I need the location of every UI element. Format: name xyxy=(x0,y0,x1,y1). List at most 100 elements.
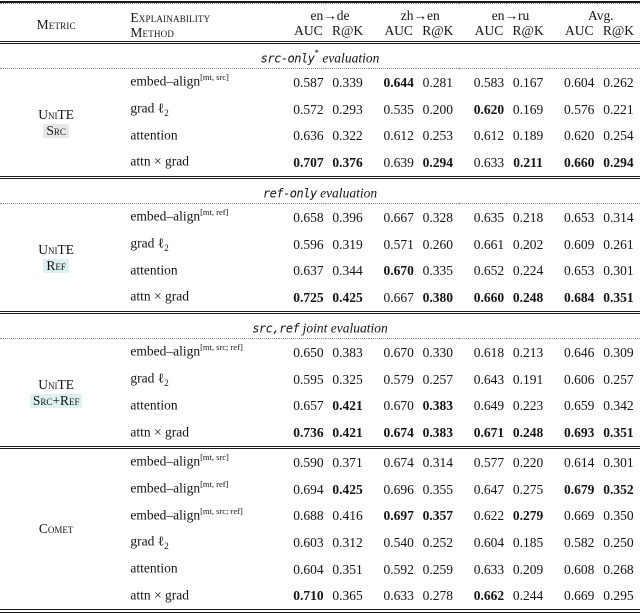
value-cell: 0.202 xyxy=(512,236,544,252)
value-cell: 0.576 xyxy=(564,101,595,117)
section-banner-rest: joint evaluation xyxy=(299,320,388,336)
value-cell: 0.697 xyxy=(383,508,414,524)
method-subscript: 2 xyxy=(164,243,169,254)
value-cell: 0.250 xyxy=(603,534,634,550)
value-cell: 0.275 xyxy=(512,481,544,497)
method-cell: embed–align[mt, src] xyxy=(112,69,279,96)
value-cell: 0.301 xyxy=(603,263,634,279)
value-cell: 0.693 xyxy=(564,425,595,441)
value-cell: 0.223 xyxy=(512,398,544,414)
value-cell: 0.635 xyxy=(473,210,505,225)
section-banner-rest: evaluation xyxy=(318,50,380,66)
value-cell: 0.649 xyxy=(473,398,505,414)
value-cell: 0.380 xyxy=(422,290,454,306)
value-cell: 0.662 xyxy=(473,588,505,604)
method-cell: attention xyxy=(112,556,279,583)
value-cell: 0.604 xyxy=(473,534,505,550)
table-row: UniTE Ref embed–align[mt, ref] 0.658 0.3… xyxy=(0,204,640,273)
value-cell: 0.604 xyxy=(564,74,595,90)
method-cell: grad ℓ2 xyxy=(112,366,279,393)
value-cell: 0.595 xyxy=(293,371,324,387)
method-cell: embed–align[mt, src; ref] xyxy=(112,503,279,530)
method-cell: embed–align[mt, src; ref] xyxy=(112,339,279,366)
method-cell: grad ℓ2 xyxy=(112,529,279,556)
value-cell: 0.254 xyxy=(603,128,634,144)
col-header-metric: Metric xyxy=(0,3,113,44)
col-header-rk: R@K xyxy=(596,23,640,44)
section-banner: src-only* evaluation xyxy=(0,42,640,70)
value-cell: 0.658 xyxy=(293,210,324,225)
value-cell: 0.694 xyxy=(293,481,324,497)
col-header-auc: AUC xyxy=(549,23,597,44)
metric-cell: UniTE Ref xyxy=(0,204,112,313)
value-cell: 0.342 xyxy=(603,398,634,414)
method-subscript: 2 xyxy=(164,378,169,389)
value-cell: 0.278 xyxy=(422,588,454,604)
value-cell: 0.643 xyxy=(473,371,505,387)
value-cell: 0.646 xyxy=(564,345,595,361)
method-name: embed–align xyxy=(130,507,201,523)
method-cell: attn × grad xyxy=(112,284,279,312)
col-header-auc: AUC xyxy=(459,23,507,44)
value-cell: 0.710 xyxy=(293,588,324,604)
method-superscript: [mt, ref] xyxy=(200,207,229,218)
section-banner: src,ref joint evaluation xyxy=(0,312,640,340)
method-name: attention xyxy=(130,397,178,413)
method-cell: attention xyxy=(112,393,279,420)
value-cell: 0.218 xyxy=(512,210,544,225)
value-cell: 0.221 xyxy=(603,101,634,117)
value-cell: 0.582 xyxy=(564,534,595,550)
value-cell: 0.679 xyxy=(564,481,595,497)
value-cell: 0.257 xyxy=(422,371,454,387)
value-cell: 0.262 xyxy=(603,74,634,90)
method-name: embed–align xyxy=(130,73,201,89)
value-cell: 0.248 xyxy=(512,425,544,441)
value-cell: 0.661 xyxy=(473,236,505,252)
value-cell: 0.622 xyxy=(473,508,505,524)
col-header-method: Explainability Method xyxy=(112,3,279,44)
table-row: attn × grad 0.725 0.425 0.667 0.380 0.66… xyxy=(0,284,640,312)
method-name: attention xyxy=(130,262,178,278)
value-cell: 0.350 xyxy=(603,508,634,524)
table-row: UniTE Src+Ref embed–align[mt, src; ref] … xyxy=(0,339,640,408)
metric-name: Comet xyxy=(38,521,74,537)
col-header-auc: AUC xyxy=(278,23,326,44)
value-cell: 0.314 xyxy=(603,210,634,225)
value-cell: 0.169 xyxy=(512,101,544,117)
method-name: embed–align xyxy=(130,480,201,496)
method-superscript: [mt, src] xyxy=(200,72,229,83)
col-header-rk: R@K xyxy=(325,23,370,44)
section-src-ref-joint: src,ref joint evaluation UniTE Src+Ref e… xyxy=(0,312,640,448)
section-src-only: src-only* evaluation UniTE Src embed–ali… xyxy=(0,42,640,178)
value-cell: 0.421 xyxy=(332,425,363,441)
value-cell: 0.339 xyxy=(332,74,363,90)
value-cell: 0.696 xyxy=(383,481,414,497)
method-cell: grad ℓ2 xyxy=(112,231,279,258)
value-cell: 0.189 xyxy=(512,128,544,144)
value-cell: 0.608 xyxy=(564,561,595,577)
value-cell: 0.425 xyxy=(332,481,363,497)
value-cell: 0.660 xyxy=(473,290,505,306)
value-cell: 0.416 xyxy=(332,508,363,524)
value-cell: 0.637 xyxy=(293,263,324,279)
table-row: attention 0.637 0.344 0.670 0.335 0.652 … xyxy=(0,258,640,285)
method-superscript: [mt, src; ref] xyxy=(200,505,243,516)
value-cell: 0.612 xyxy=(473,128,505,144)
value-cell: 0.351 xyxy=(332,561,363,577)
method-name: grad ℓ xyxy=(130,370,165,386)
value-cell: 0.670 xyxy=(383,398,414,414)
value-cell: 0.736 xyxy=(293,425,324,441)
method-superscript: [mt, src] xyxy=(200,452,229,463)
value-cell: 0.659 xyxy=(564,398,595,414)
value-cell: 0.220 xyxy=(512,454,544,470)
table-row: Comet embed–align[mt, src] 0.590 0.371 0… xyxy=(0,448,640,536)
value-cell: 0.268 xyxy=(603,561,634,577)
value-cell: 0.633 xyxy=(473,561,505,577)
value-cell: 0.185 xyxy=(512,534,544,550)
value-cell: 0.657 xyxy=(293,398,324,414)
value-cell: 0.383 xyxy=(332,345,363,361)
method-name: embed–align xyxy=(130,208,201,224)
value-cell: 0.572 xyxy=(293,101,324,117)
method-name: attention xyxy=(130,560,178,576)
value-cell: 0.592 xyxy=(383,561,414,577)
